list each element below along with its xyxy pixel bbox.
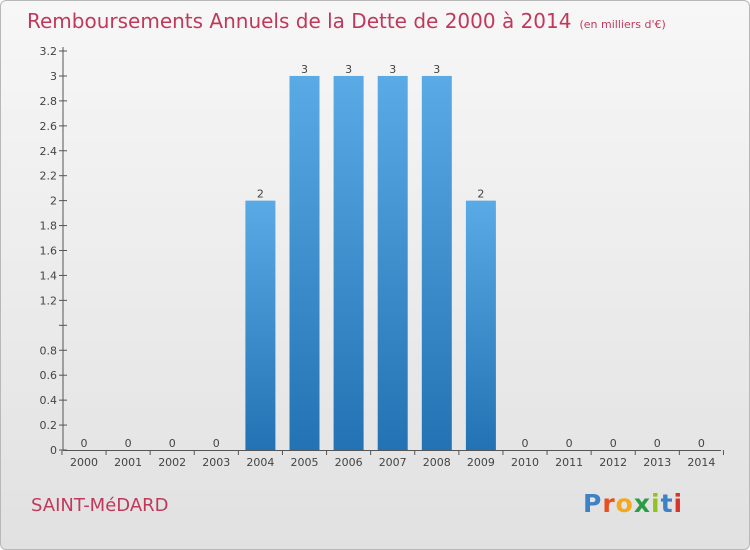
y-tick-label: 2.6 bbox=[40, 120, 58, 133]
y-tick-label: 1.6 bbox=[40, 245, 58, 258]
data-label: 0 bbox=[125, 437, 132, 450]
logo-letter: i bbox=[651, 489, 661, 518]
data-label: 0 bbox=[213, 437, 220, 450]
data-label: 0 bbox=[654, 437, 661, 450]
x-tick-label: 2009 bbox=[467, 456, 495, 469]
logo-letter: x bbox=[633, 489, 651, 518]
logo-letter: t bbox=[660, 489, 674, 518]
data-label: 2 bbox=[257, 188, 264, 201]
y-tick-label: 0 bbox=[50, 444, 57, 457]
bar bbox=[465, 200, 496, 450]
data-label: 0 bbox=[522, 437, 529, 450]
x-tick-label: 2012 bbox=[599, 456, 627, 469]
x-tick-label: 2001 bbox=[114, 456, 142, 469]
x-tick-label: 2000 bbox=[70, 456, 98, 469]
y-tick-label: 0.2 bbox=[40, 419, 58, 432]
y-tick-label: 3.2 bbox=[40, 45, 58, 58]
x-tick-label: 2002 bbox=[158, 456, 186, 469]
logo-letter: i bbox=[673, 489, 684, 518]
proxiti-logo: Proxiti bbox=[583, 489, 683, 518]
bar bbox=[333, 75, 364, 450]
data-label: 0 bbox=[698, 437, 705, 450]
y-tick-label: 0.6 bbox=[40, 369, 58, 382]
y-tick-label: 2.8 bbox=[40, 95, 58, 108]
bar bbox=[421, 75, 452, 450]
chart-subtitle: (en milliers d'€) bbox=[579, 18, 666, 31]
x-tick-label: 2014 bbox=[687, 456, 715, 469]
x-tick-label: 2004 bbox=[246, 456, 274, 469]
y-tick-label: 3 bbox=[50, 70, 57, 83]
x-tick-label: 2007 bbox=[379, 456, 407, 469]
bar bbox=[245, 200, 276, 450]
y-tick-label: 2.4 bbox=[40, 145, 58, 158]
x-tick-label: 2003 bbox=[202, 456, 230, 469]
x-tick-label: 2006 bbox=[335, 456, 363, 469]
y-tick-label: 0.4 bbox=[40, 394, 58, 407]
y-tick-label: 0.8 bbox=[40, 344, 58, 357]
logo-letter: P bbox=[583, 489, 603, 518]
data-label: 3 bbox=[433, 63, 440, 76]
y-tick-label: 1.2 bbox=[40, 294, 58, 307]
x-tick-label: 2011 bbox=[555, 456, 583, 469]
chart-title: Remboursements Annuels de la Dette de 20… bbox=[27, 9, 572, 33]
x-tick-label: 2008 bbox=[423, 456, 451, 469]
city-name: SAINT-MéDARD bbox=[31, 495, 169, 516]
y-tick-label: 1.8 bbox=[40, 220, 58, 233]
logo-letter: o bbox=[615, 489, 634, 518]
data-label: 0 bbox=[81, 437, 88, 450]
bar bbox=[289, 75, 320, 450]
chart-title-block: Remboursements Annuels de la Dette de 20… bbox=[27, 9, 666, 33]
y-tick-label: 2.2 bbox=[40, 170, 58, 183]
x-tick-label: 2013 bbox=[643, 456, 671, 469]
data-label: 2 bbox=[477, 188, 484, 201]
data-label: 0 bbox=[566, 437, 573, 450]
y-tick-label: 1.4 bbox=[40, 269, 58, 282]
data-label: 0 bbox=[610, 437, 617, 450]
data-label: 3 bbox=[345, 63, 352, 76]
logo-letter: r bbox=[602, 489, 616, 518]
x-tick-label: 2010 bbox=[511, 456, 539, 469]
y-tick-label: 2 bbox=[50, 195, 57, 208]
bar bbox=[377, 75, 408, 450]
data-label: 3 bbox=[389, 63, 396, 76]
x-tick-label: 2005 bbox=[291, 456, 319, 469]
data-label: 0 bbox=[169, 437, 176, 450]
data-label: 3 bbox=[301, 63, 308, 76]
